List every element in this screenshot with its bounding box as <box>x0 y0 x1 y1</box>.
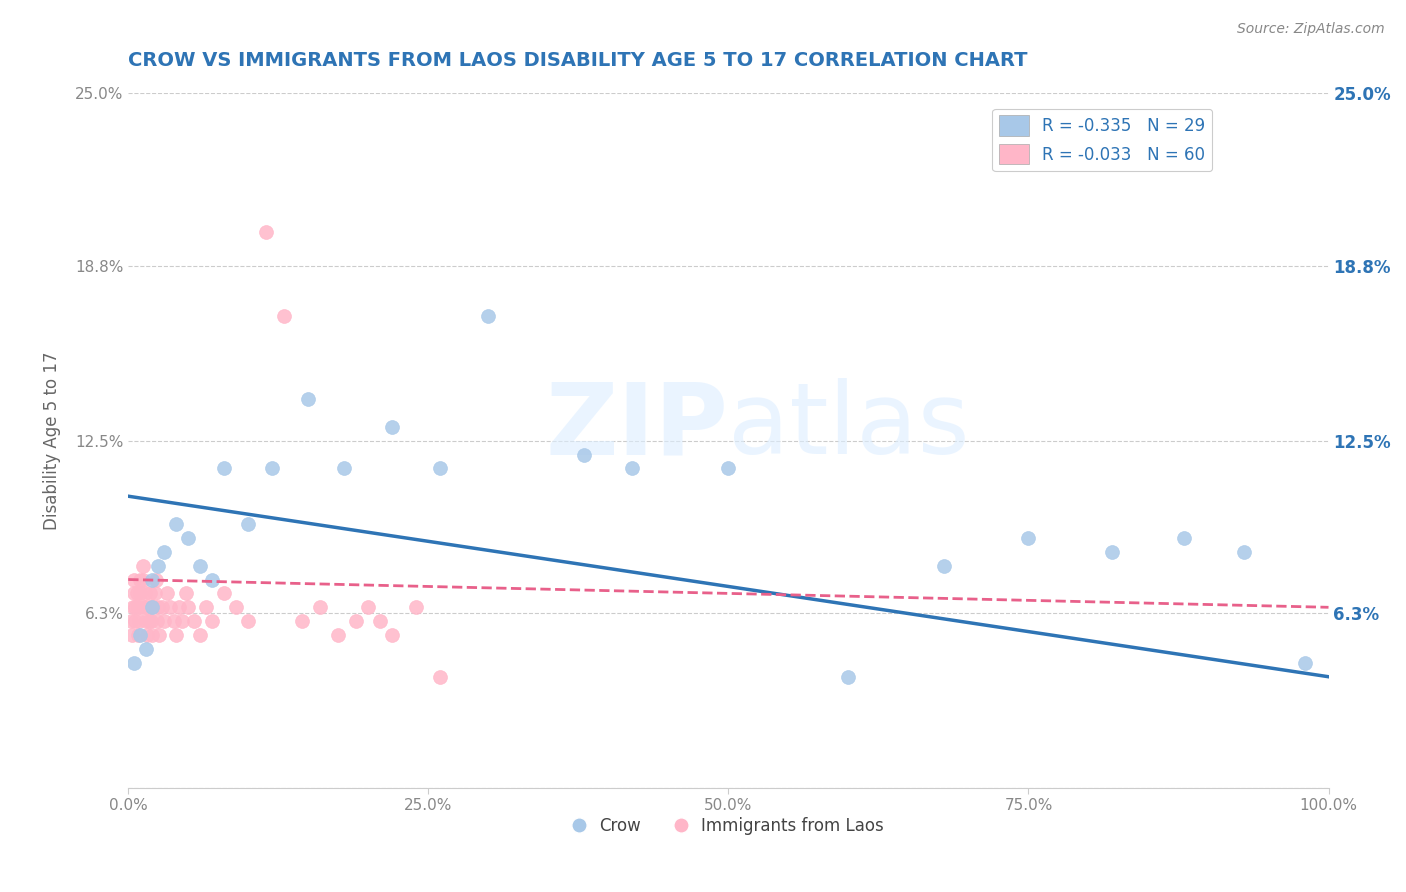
Point <box>121 628 143 642</box>
Point <box>139 600 162 615</box>
Point <box>273 309 295 323</box>
Point <box>177 600 200 615</box>
Point <box>134 586 156 600</box>
Point <box>131 558 153 573</box>
Point <box>195 600 218 615</box>
Point <box>174 586 197 600</box>
Point <box>122 656 145 670</box>
Point <box>125 586 148 600</box>
Point <box>135 600 157 615</box>
Point <box>1294 656 1316 670</box>
Text: Source: ZipAtlas.com: Source: ZipAtlas.com <box>1237 22 1385 37</box>
Point <box>148 600 170 615</box>
Point <box>214 461 236 475</box>
Text: atlas: atlas <box>728 378 970 475</box>
Point <box>122 586 145 600</box>
Point <box>146 614 169 628</box>
Point <box>124 614 146 628</box>
Point <box>156 586 179 600</box>
Point <box>148 558 170 573</box>
Text: ZIP: ZIP <box>546 378 728 475</box>
Point <box>254 225 277 239</box>
Point <box>127 600 149 615</box>
Text: CROW VS IMMIGRANTS FROM LAOS DISABILITY AGE 5 TO 17 CORRELATION CHART: CROW VS IMMIGRANTS FROM LAOS DISABILITY … <box>128 51 1028 70</box>
Point <box>297 392 319 406</box>
Point <box>238 516 260 531</box>
Point <box>148 628 170 642</box>
Point <box>328 628 350 642</box>
Point <box>201 573 224 587</box>
Point <box>188 558 211 573</box>
Point <box>165 516 187 531</box>
Point <box>1101 545 1123 559</box>
Point <box>333 461 356 475</box>
Point <box>131 573 153 587</box>
Point <box>124 600 146 615</box>
Point <box>262 461 284 475</box>
Point <box>225 600 247 615</box>
Point <box>188 628 211 642</box>
Point <box>122 600 145 615</box>
Point <box>1173 531 1195 545</box>
Point <box>381 628 404 642</box>
Point <box>128 614 150 628</box>
Point <box>309 600 332 615</box>
Point <box>1233 545 1256 559</box>
Point <box>621 461 644 475</box>
Point <box>934 558 956 573</box>
Point <box>183 614 205 628</box>
Point <box>238 614 260 628</box>
Point <box>141 600 163 615</box>
Point <box>150 600 173 615</box>
Legend: Crow, Immigrants from Laos: Crow, Immigrants from Laos <box>567 811 890 842</box>
Point <box>153 614 176 628</box>
Point <box>142 600 165 615</box>
Point <box>357 600 380 615</box>
Point <box>167 600 190 615</box>
Point <box>143 586 166 600</box>
Point <box>159 600 181 615</box>
Point <box>129 586 152 600</box>
Point <box>368 614 391 628</box>
Point <box>837 670 859 684</box>
Point <box>129 628 152 642</box>
Point <box>344 614 367 628</box>
Point <box>574 448 596 462</box>
Point <box>120 614 142 628</box>
Point <box>141 628 163 642</box>
Point <box>163 614 186 628</box>
Point <box>429 670 451 684</box>
Point <box>201 614 224 628</box>
Point <box>717 461 740 475</box>
Point <box>477 309 499 323</box>
Point <box>127 628 149 642</box>
Point <box>136 628 159 642</box>
Point <box>132 600 155 615</box>
Point <box>381 419 404 434</box>
Point <box>135 614 157 628</box>
Point <box>139 586 162 600</box>
Point <box>153 545 176 559</box>
Point <box>172 614 194 628</box>
Y-axis label: Disability Age 5 to 17: Disability Age 5 to 17 <box>44 351 60 530</box>
Point <box>429 461 451 475</box>
Point <box>214 586 236 600</box>
Point <box>177 531 200 545</box>
Point <box>165 628 187 642</box>
Point <box>291 614 314 628</box>
Point <box>405 600 427 615</box>
Point <box>141 573 163 587</box>
Point <box>135 642 157 657</box>
Point <box>138 614 160 628</box>
Point <box>129 573 152 587</box>
Point <box>139 614 162 628</box>
Point <box>131 600 153 615</box>
Point <box>145 573 167 587</box>
Point <box>122 573 145 587</box>
Point <box>1017 531 1039 545</box>
